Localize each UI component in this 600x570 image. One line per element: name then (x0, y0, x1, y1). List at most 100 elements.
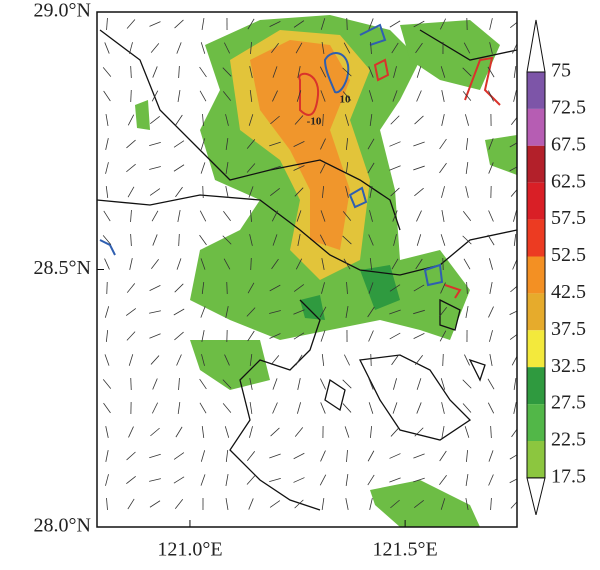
colorbar-bin (527, 330, 545, 367)
wind-barb (106, 138, 109, 150)
wind-barb (296, 355, 302, 365)
wind-barb (321, 330, 325, 341)
wind-barb (152, 211, 158, 221)
wind-barb (320, 379, 325, 390)
y-tick-label: 28.5°N (34, 257, 91, 279)
wind-barb (321, 451, 326, 462)
wind-barb (345, 426, 349, 437)
wind-barb (510, 20, 519, 27)
wind-barb (321, 402, 326, 413)
wind-barb (271, 355, 279, 364)
wind-barb (249, 426, 252, 438)
wind-barb (294, 453, 305, 459)
wind-barb (104, 403, 111, 413)
wind-barb (177, 42, 181, 53)
wind-barb (442, 114, 445, 126)
wind-barb (368, 475, 374, 485)
wind-barb (416, 211, 421, 222)
wind-barb (104, 211, 110, 221)
wind-barb (510, 477, 521, 483)
wind-barb (489, 258, 492, 270)
wind-barb (463, 380, 471, 388)
colorbar-bin (527, 183, 545, 220)
wind-barb (126, 164, 135, 172)
wind-barb (442, 90, 444, 102)
colorbar: 7572.567.562.557.552.542.537.532.527.522… (527, 20, 586, 515)
wind-barb (153, 378, 158, 389)
wind-barb (200, 211, 206, 222)
wind-barb (131, 234, 132, 246)
wind-barb (442, 210, 444, 222)
wind-barb (466, 186, 469, 198)
colorbar-label: 72.5 (551, 96, 586, 118)
colorbar-label: 75 (551, 60, 571, 82)
wind-barb (298, 378, 301, 390)
wind-barb (200, 235, 207, 245)
wind-barb (130, 258, 133, 270)
wind-barb (106, 426, 109, 438)
wind-barb (247, 476, 255, 485)
wind-barb (249, 498, 254, 509)
wind-barb (174, 165, 184, 172)
wind-barb (466, 138, 467, 150)
wind-barb (202, 426, 204, 438)
colorbar-end (527, 478, 545, 515)
wind-barb (107, 18, 108, 30)
wind-barb (150, 285, 161, 290)
wind-barb (441, 186, 444, 198)
colorbar-label: 17.5 (551, 465, 586, 487)
colorbar-label: 42.5 (551, 281, 586, 303)
wind-barb (106, 114, 108, 126)
wind-barb (200, 67, 207, 77)
wind-barb (489, 330, 492, 342)
wind-barb (150, 116, 159, 123)
wind-barb (297, 402, 300, 414)
wind-barb (417, 66, 421, 77)
wind-barb (149, 479, 161, 482)
wind-barb (105, 354, 109, 365)
wind-barb (177, 258, 181, 269)
wind-barb (466, 306, 468, 318)
wind-barb (489, 474, 494, 485)
wind-barb (417, 90, 422, 101)
map-field (97, 15, 520, 527)
wind-barb (514, 66, 516, 78)
wind-barb (344, 355, 349, 366)
wind-barb (106, 450, 108, 462)
wind-barb (127, 283, 135, 292)
wind-barb (464, 355, 469, 366)
wind-barb (174, 453, 184, 460)
wind-barb (149, 167, 161, 170)
wind-barb (250, 402, 252, 414)
wind-barb (390, 454, 401, 459)
wind-barb (200, 379, 207, 389)
wind-barb (178, 210, 180, 222)
wind-barb (129, 42, 132, 54)
wind-barb (389, 478, 400, 482)
wind-barb (201, 474, 205, 485)
wind-barb (343, 380, 352, 388)
wind-barb (271, 428, 280, 436)
wind-barb (346, 474, 348, 486)
wind-barb (488, 307, 493, 318)
colorbar-bin (527, 293, 545, 330)
wind-barb (105, 259, 110, 270)
wind-barb (131, 210, 132, 222)
colorbar-bin (527, 404, 545, 441)
wind-barb (463, 211, 470, 220)
wind-barb (466, 474, 468, 486)
wind-barb (488, 235, 494, 245)
wind-barb (131, 90, 132, 102)
wind-barb (175, 499, 182, 508)
wind-barb (152, 403, 157, 414)
wind-barb (510, 332, 520, 339)
wind-barb (153, 66, 158, 77)
wind-barb (223, 211, 230, 221)
wind-barb (200, 91, 206, 101)
wind-barb (150, 189, 160, 196)
wind-barb (149, 334, 160, 338)
wind-barb (491, 498, 492, 510)
wind-barb (106, 330, 107, 342)
wind-barb (175, 284, 184, 292)
wind-barb (126, 476, 135, 483)
